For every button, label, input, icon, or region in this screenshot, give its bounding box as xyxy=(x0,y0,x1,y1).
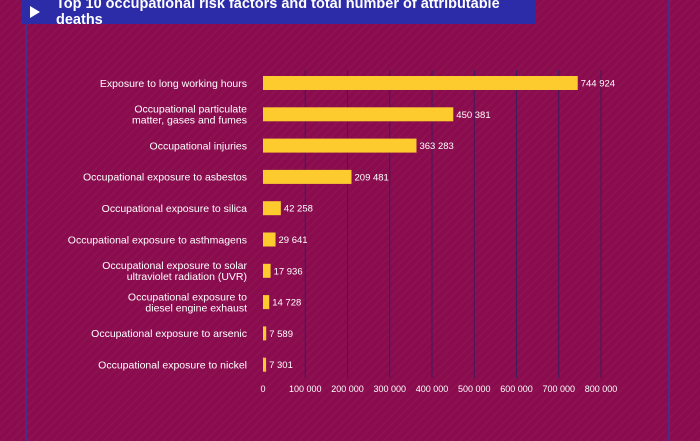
value-label: 17 936 xyxy=(274,266,303,277)
category-label: Occupational injuries xyxy=(150,140,247,152)
bar xyxy=(263,201,281,216)
category-label: Occupational exposure to arsenic xyxy=(91,328,247,340)
bars xyxy=(263,76,578,372)
value-label: 42 258 xyxy=(284,204,313,215)
value-label: 363 283 xyxy=(419,141,453,152)
category-label: Occupational exposure to nickel xyxy=(98,360,247,372)
bar xyxy=(263,76,578,90)
bar xyxy=(263,326,267,341)
value-label: 450 381 xyxy=(456,110,490,121)
category-label: Occupational exposure to asbestos xyxy=(83,172,247,184)
value-labels: 744 924 450 381 363 283 209 481 42 258 29 641… xyxy=(269,79,615,372)
x-tick-label: 0 xyxy=(260,384,265,394)
title-bar: Top 10 occupational risk factors and tot… xyxy=(22,0,536,28)
category-label: Occupational exposure to asthmagens xyxy=(68,234,247,246)
category-label: Occupational exposure to solar ultraviole… xyxy=(102,260,247,283)
value-label: 14 728 xyxy=(272,298,301,309)
x-axis-ticks: 0 100 000 200 000 300 000 400 000 500 000 600 … xyxy=(260,384,617,394)
chart-frame xyxy=(25,0,670,441)
bar xyxy=(263,169,352,184)
x-tick-label: 100 000 xyxy=(289,384,322,394)
x-tick-label: 600 000 xyxy=(500,384,533,394)
bar xyxy=(263,107,454,122)
x-tick-label: 400 000 xyxy=(416,384,449,394)
value-label: 29 641 xyxy=(279,235,308,246)
bar xyxy=(263,295,270,310)
category-label: Occupational exposure to diesel engine ex… xyxy=(128,291,247,314)
play-icon xyxy=(30,6,40,18)
bar xyxy=(263,232,276,247)
bar xyxy=(263,263,271,278)
x-tick-label: 200 000 xyxy=(331,384,364,394)
value-label: 209 481 xyxy=(355,172,389,183)
category-label: Exposure to long working hours xyxy=(100,78,247,90)
grid-lines xyxy=(304,70,602,378)
category-label: Occupational exposure to silica xyxy=(102,203,247,215)
value-label: 7 301 xyxy=(269,360,293,371)
x-tick-label: 700 000 xyxy=(542,384,575,394)
chart-title: Top 10 occupational risk factors and tot… xyxy=(56,0,500,28)
category-label: Occupational particulate matter, gases an… xyxy=(132,104,247,127)
value-label: 7 589 xyxy=(269,329,293,340)
bar xyxy=(263,357,267,372)
x-tick-label: 300 000 xyxy=(373,384,406,394)
x-tick-label: 500 000 xyxy=(458,384,491,394)
value-label: 744 924 xyxy=(581,79,615,90)
x-tick-label: 800 000 xyxy=(585,384,618,394)
category-labels: Exposure to long working hours Occupation… xyxy=(68,78,248,372)
bar xyxy=(263,138,417,153)
